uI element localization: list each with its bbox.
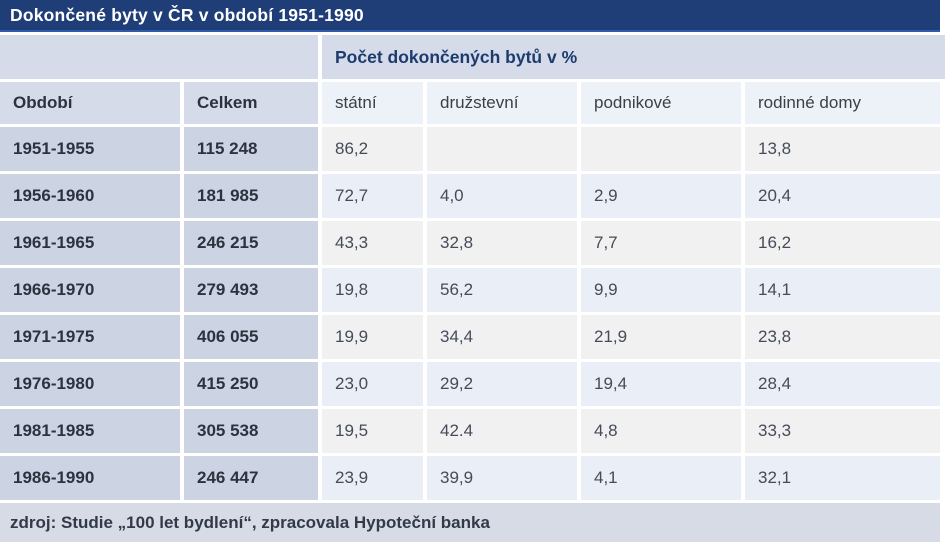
- cell-podnikove: 9,9: [581, 268, 741, 312]
- cell-period: 1966-1970: [0, 268, 180, 312]
- cell-total: 406 055: [184, 315, 318, 359]
- column-header-obdobi: Období: [0, 82, 180, 124]
- cell-rodinne: 20,4: [745, 174, 940, 218]
- cell-podnikove: 4,8: [581, 409, 741, 453]
- cell-period: 1981-1985: [0, 409, 180, 453]
- table-row: 1976-1980 415 250 23,0 29,2 19,4 28,4: [0, 362, 940, 406]
- cell-rodinne: 32,1: [745, 456, 940, 500]
- cell-statni: 23,9: [322, 456, 423, 500]
- table-row: 1971-1975 406 055 19,9 34,4 21,9 23,8: [0, 315, 940, 359]
- cell-podnikove: 19,4: [581, 362, 741, 406]
- cell-rodinne: 13,8: [745, 127, 940, 171]
- column-header-celkem: Celkem: [184, 82, 318, 124]
- cell-druzstevni: 32,8: [427, 221, 577, 265]
- table-row: 1961-1965 246 215 43,3 32,8 7,7 16,2: [0, 221, 940, 265]
- table-row: 1956-1960 181 985 72,7 4,0 2,9 20,4: [0, 174, 940, 218]
- group-header-label: Počet dokončených bytů v %: [322, 35, 945, 79]
- table-row: 1986-1990 246 447 23,9 39,9 4,1 32,1: [0, 456, 940, 500]
- table-body: 1951-1955 115 248 86,2 13,8 1956-1960 18…: [0, 127, 940, 500]
- cell-rodinne: 16,2: [745, 221, 940, 265]
- column-header-druzstevni: družstevní: [427, 82, 577, 124]
- cell-podnikove: 21,9: [581, 315, 741, 359]
- cell-total: 415 250: [184, 362, 318, 406]
- cell-statni: 86,2: [322, 127, 423, 171]
- cell-total: 246 447: [184, 456, 318, 500]
- cell-druzstevni: 39,9: [427, 456, 577, 500]
- table-row: 1966-1970 279 493 19,8 56,2 9,9 14,1: [0, 268, 940, 312]
- cell-statni: 19,9: [322, 315, 423, 359]
- source-text: zdroj: Studie „100 let bydlení“, zpracov…: [10, 512, 490, 532]
- column-header-row: Období Celkem státní družstevní podnikov…: [0, 82, 940, 124]
- cell-period: 1961-1965: [0, 221, 180, 265]
- table-row: 1981-1985 305 538 19,5 42.4 4,8 33,3: [0, 409, 940, 453]
- cell-statni: 23,0: [322, 362, 423, 406]
- cell-total: 181 985: [184, 174, 318, 218]
- table-row: 1951-1955 115 248 86,2 13,8: [0, 127, 940, 171]
- cell-statni: 19,8: [322, 268, 423, 312]
- cell-druzstevni: 56,2: [427, 268, 577, 312]
- table-title: Dokončené byty v ČR v období 1951-1990: [10, 4, 364, 25]
- cell-podnikove: 4,1: [581, 456, 741, 500]
- cell-druzstevni: 29,2: [427, 362, 577, 406]
- column-header-podnikove: podnikové: [581, 82, 741, 124]
- group-header-spacer: [0, 35, 318, 79]
- group-header-row: Počet dokončených bytů v %: [0, 35, 945, 79]
- cell-rodinne: 14,1: [745, 268, 940, 312]
- cell-period: 1971-1975: [0, 315, 180, 359]
- cell-total: 246 215: [184, 221, 318, 265]
- cell-podnikove: 7,7: [581, 221, 741, 265]
- cell-period: 1986-1990: [0, 456, 180, 500]
- cell-rodinne: 28,4: [745, 362, 940, 406]
- source-footer: zdroj: Studie „100 let bydlení“, zpracov…: [0, 503, 940, 542]
- cell-podnikove: 2,9: [581, 174, 741, 218]
- cell-period: 1976-1980: [0, 362, 180, 406]
- cell-druzstevni: 34,4: [427, 315, 577, 359]
- table-title-bar: Dokončené byty v ČR v období 1951-1990: [0, 0, 940, 32]
- column-header-rodinne: rodinné domy: [745, 82, 940, 124]
- cell-total: 305 538: [184, 409, 318, 453]
- cell-druzstevni: [427, 127, 577, 171]
- cell-period: 1956-1960: [0, 174, 180, 218]
- cell-druzstevni: 4,0: [427, 174, 577, 218]
- cell-total: 115 248: [184, 127, 318, 171]
- cell-rodinne: 23,8: [745, 315, 940, 359]
- cell-druzstevni: 42.4: [427, 409, 577, 453]
- cell-period: 1951-1955: [0, 127, 180, 171]
- column-header-statni: státní: [322, 82, 423, 124]
- cell-total: 279 493: [184, 268, 318, 312]
- cell-statni: 19,5: [322, 409, 423, 453]
- cell-statni: 72,7: [322, 174, 423, 218]
- cell-statni: 43,3: [322, 221, 423, 265]
- cell-rodinne: 33,3: [745, 409, 940, 453]
- cell-podnikove: [581, 127, 741, 171]
